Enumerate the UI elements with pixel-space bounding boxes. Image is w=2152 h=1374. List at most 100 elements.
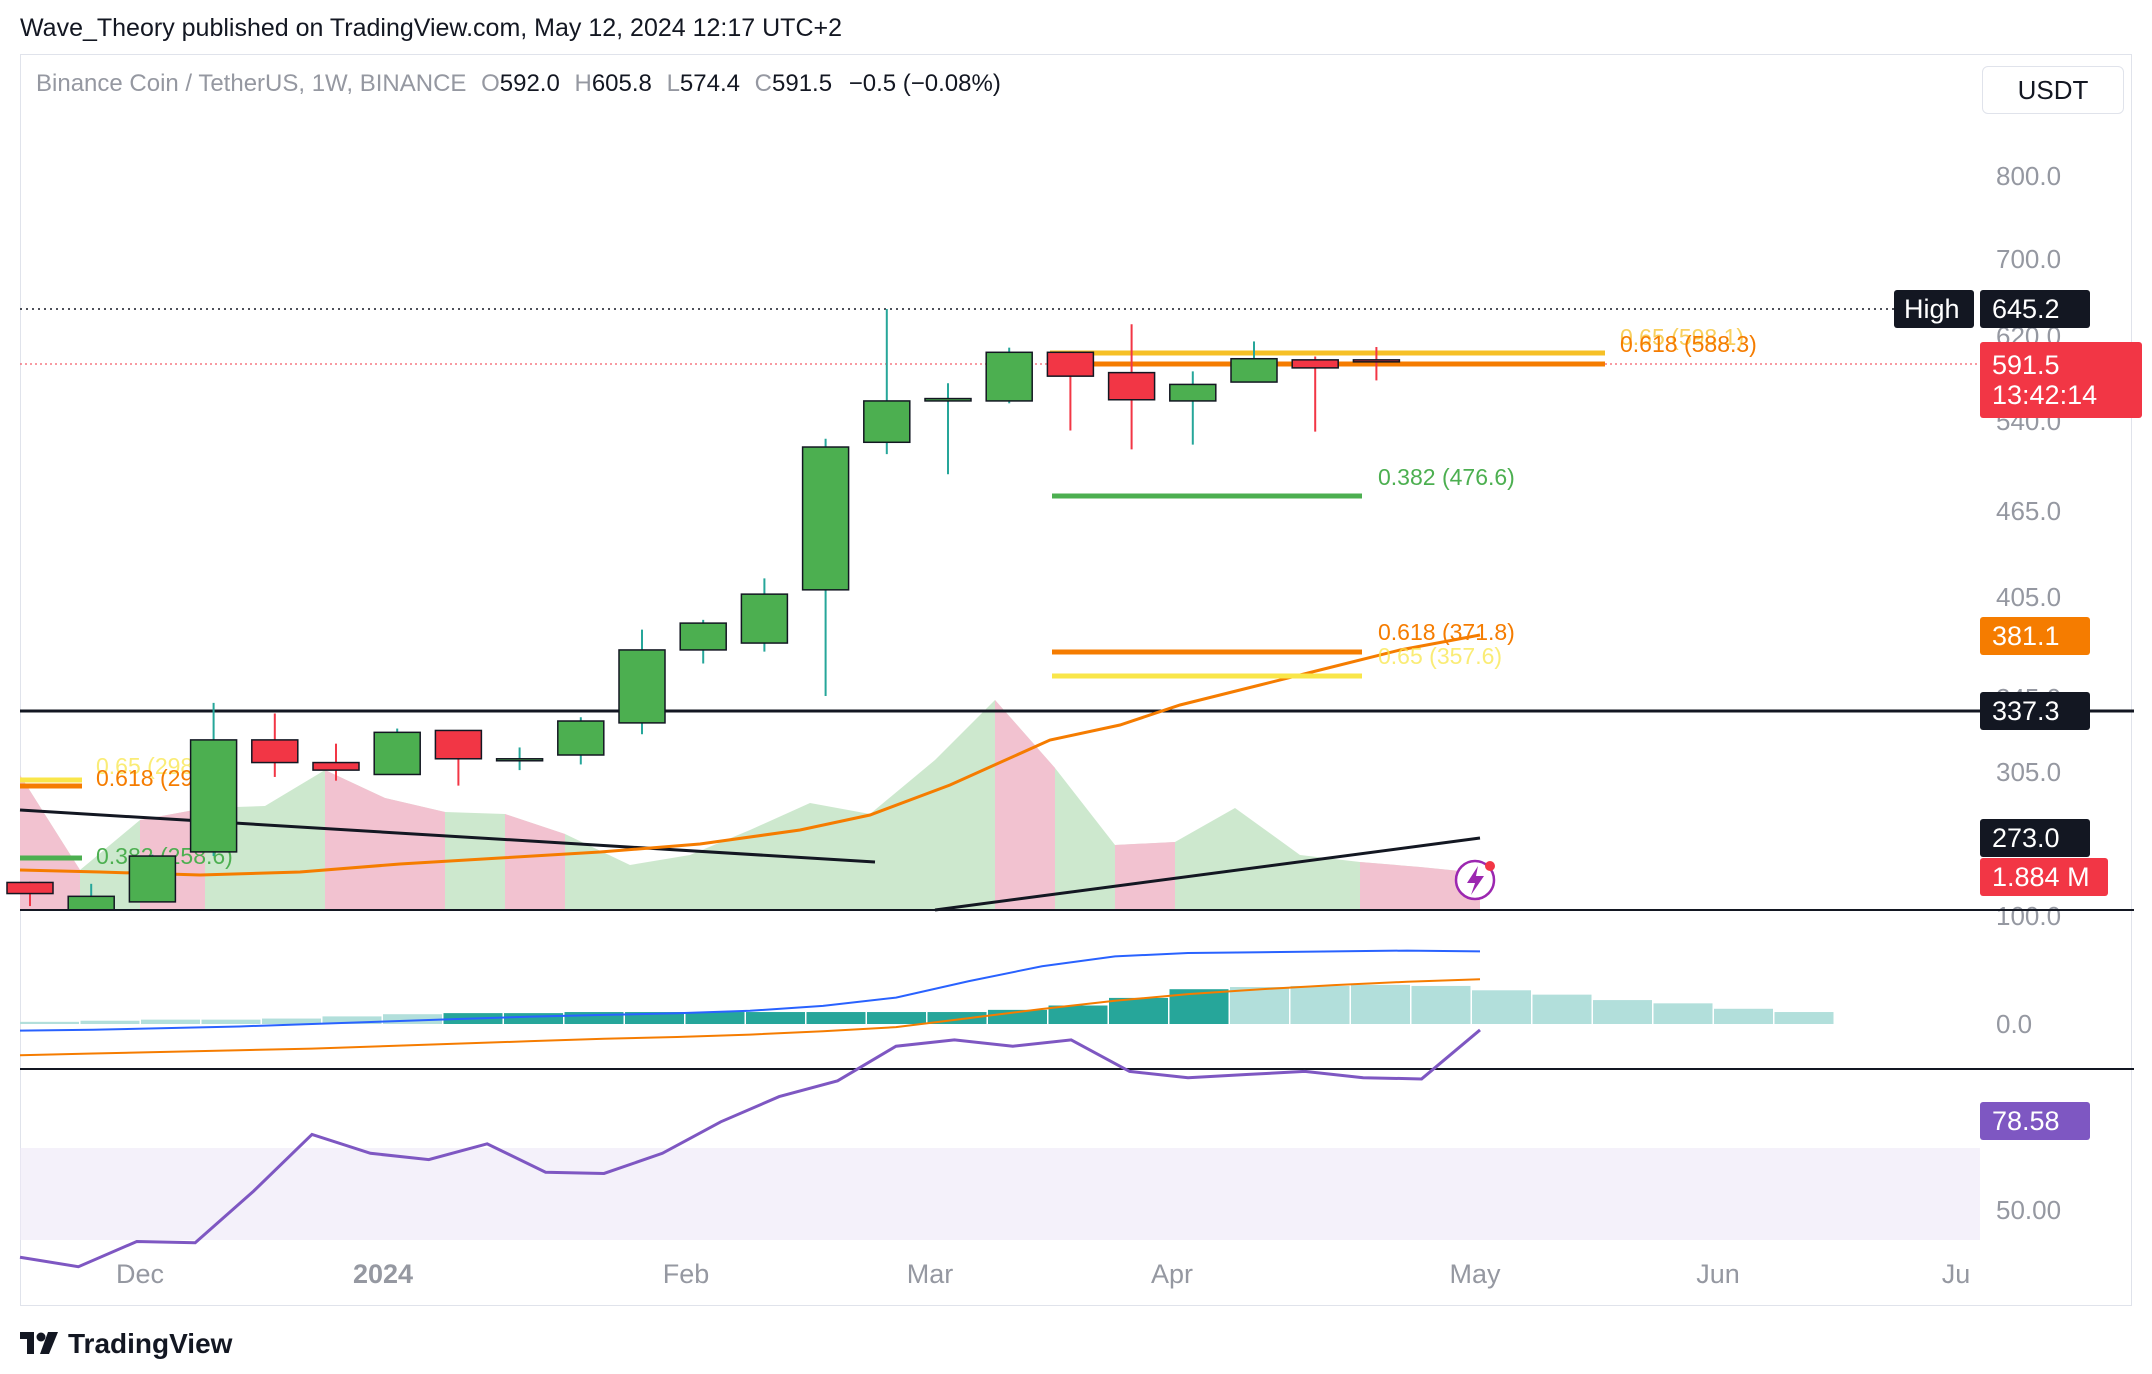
volume-area-layer <box>20 700 1480 910</box>
tradingview-brand-text: TradingView <box>68 1328 233 1359</box>
macd-histogram-bar-1 <box>80 1020 140 1024</box>
candle-body-21 <box>1291 359 1339 369</box>
lightning-icon <box>1454 859 1496 901</box>
macd-histogram-bar-6 <box>383 1014 442 1024</box>
candle-body-4 <box>251 739 299 764</box>
price-axis-layer: 800.0700.0620.0540.0465.0405.0345.0305.0… <box>20 161 2134 1070</box>
macd-histogram-bar-21 <box>1290 985 1350 1024</box>
chart-frame[interactable] <box>20 54 2132 1306</box>
moving-average-line <box>19 633 1481 877</box>
candle-body-9 <box>557 720 605 756</box>
macd-histogram-bar-8 <box>504 1013 563 1024</box>
price-label-box-0 <box>1980 290 2090 328</box>
low-key: L <box>666 70 680 97</box>
volume-area-red-6 <box>1360 862 1480 910</box>
price-axis-tick-7: 305.0 <box>1996 757 2061 787</box>
price-label-layer: 645.2 High 591.513:42:14 381.1 337.3 273.0 1.8… <box>1454 290 2142 901</box>
macd-signal-line <box>19 978 1481 1057</box>
open-key: O <box>481 70 500 97</box>
volume-area-red-4 <box>995 700 1055 910</box>
volume-area-red-0 <box>20 775 80 910</box>
volume-area-red-3 <box>505 814 565 910</box>
price-label-countdown: 13:42:14 <box>1992 380 2097 410</box>
price-label-text-2: 381.1 <box>1992 621 2060 651</box>
macd-histogram-bar-14 <box>867 1012 926 1024</box>
time-axis-tick-6: Jun <box>1696 1259 1740 1289</box>
tradingview-logo[interactable]: TradingView <box>20 1324 232 1364</box>
price-label-text-1: 591.5 <box>1992 350 2060 380</box>
fib-level-label-0: 0.65 (598.1) <box>1620 324 1744 350</box>
time-axis-layer: Dec 2024 Feb Mar Apr May Jun Ju <box>116 1259 1970 1289</box>
candle-body-10 <box>618 649 666 724</box>
candle-body-12 <box>740 593 789 644</box>
macd-histogram-bar-24 <box>1472 990 1531 1024</box>
rsi-value-box <box>1980 1102 2090 1140</box>
candle-body-0 <box>6 881 54 895</box>
price-label-text-5: 1.884 M <box>1992 862 2090 892</box>
time-axis-tick-0: Dec <box>116 1259 164 1289</box>
macd-histogram-bar-12 <box>746 1012 805 1024</box>
macd-histogram-bar-3 <box>201 1019 261 1024</box>
macd-histogram-bar-13 <box>806 1012 866 1024</box>
open-value: 592.0 <box>499 70 560 97</box>
fib-level-label-2: 0.382 (476.6) <box>1378 464 1515 490</box>
publication-header: Wave_Theory published on TradingView.com… <box>0 0 2152 56</box>
candle-body-13 <box>801 446 850 591</box>
close-value: 591.5 <box>772 70 833 97</box>
candle-body-14 <box>863 400 911 444</box>
low-value: 574.4 <box>679 70 740 97</box>
candle-body-6 <box>373 731 421 776</box>
candle-body-18 <box>1107 371 1156 401</box>
rsi-line <box>19 1028 1481 1269</box>
volume-area-red-5 <box>1115 842 1175 910</box>
currency-button[interactable]: USDT <box>1982 66 2124 114</box>
price-label-text-0: 645.2 <box>1992 294 2060 324</box>
macd-histogram-bar-17 <box>1048 1005 1108 1024</box>
macd-histogram-bar-23 <box>1411 985 1471 1024</box>
macd-histogram-bar-4 <box>262 1018 321 1024</box>
high-value: 605.8 <box>591 70 652 97</box>
price-axis-tick-8: 100.0 <box>1996 901 2061 931</box>
price-label-box-3 <box>1980 692 2090 730</box>
descending-trendline <box>19 808 876 864</box>
macd-histogram-bar-0 <box>20 1021 79 1024</box>
price-label-box-1 <box>1980 342 2142 418</box>
ohlc-legend: Binance Coin / TetherUS, 1W, BINANCE O59… <box>36 70 1001 98</box>
macd-histogram-bar-26 <box>1593 1000 1652 1024</box>
macd-histogram-bar-28 <box>1714 1008 1773 1024</box>
price-label-text-3: 337.3 <box>1992 696 2060 726</box>
candle-body-16 <box>985 351 1033 402</box>
candle-body-20 <box>1230 357 1278 383</box>
price-label-tag-0: High <box>1904 294 1960 324</box>
tradingview-logo-icon <box>20 1332 58 1354</box>
lightning-icon-bolt <box>1467 866 1484 895</box>
ascending-trendline <box>934 836 1481 912</box>
price-label-box-5 <box>1980 858 2108 896</box>
rsi-band <box>20 1148 1980 1240</box>
macd-line <box>19 949 1481 1032</box>
rsi-value-label: 78.58 <box>1992 1106 2060 1136</box>
change-value: −0.5 (−0.08%) <box>848 70 1001 97</box>
price-label-box-4 <box>1980 819 2090 857</box>
candle-body-17 <box>1046 351 1095 377</box>
candlestick-layer <box>6 309 1401 911</box>
high-key: H <box>574 70 592 97</box>
price-axis-tick-5: 405.0 <box>1996 582 2061 612</box>
macd-histogram-bar-2 <box>141 1019 200 1024</box>
candle-body-5 <box>312 761 360 771</box>
candle-body-22 <box>1352 359 1401 363</box>
time-axis-tick-4: Apr <box>1151 1259 1193 1289</box>
macd-axis-tick-0: 0.0 <box>1996 1009 2032 1039</box>
macd-histogram-bar-15 <box>927 1012 987 1024</box>
macd-histogram-bar-10 <box>625 1012 684 1024</box>
rsi-pane: 50.00 78.58 <box>19 1028 2090 1269</box>
candle-body-15 <box>924 397 972 402</box>
macd-pane: 0.0 <box>19 949 2032 1057</box>
macd-histogram-bar-9 <box>564 1012 624 1024</box>
candle-body-3 <box>189 739 238 853</box>
close-key: C <box>754 70 772 97</box>
macd-histogram-bar-25 <box>1532 994 1592 1024</box>
macd-histogram-bar-27 <box>1653 1003 1713 1024</box>
volume-area-red-2 <box>325 770 445 910</box>
